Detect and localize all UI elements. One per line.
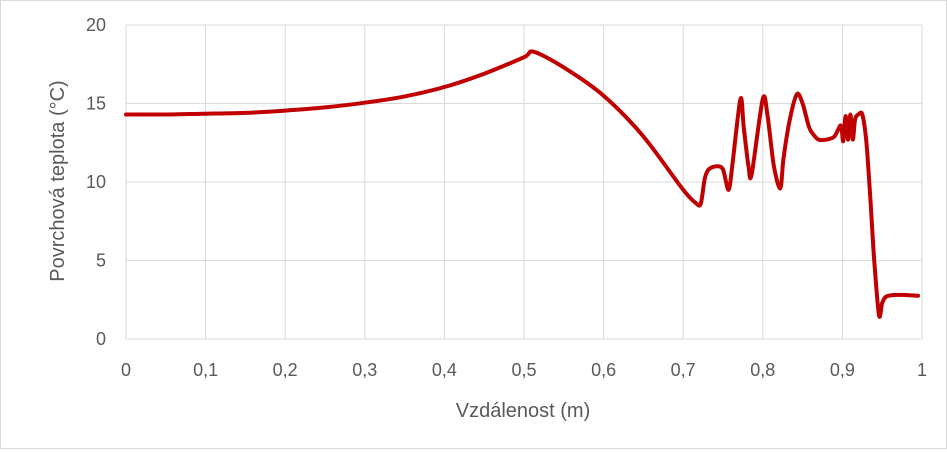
x-tick-label: 0,4: [432, 360, 457, 380]
x-tick-label: 1: [917, 360, 927, 380]
series-group: [124, 49, 920, 319]
x-axis-label: Vzdálenost (m): [456, 400, 591, 422]
y-tick-label: 10: [86, 172, 106, 192]
y-axis-label: Povrchová teplota (°C): [47, 80, 69, 281]
y-tick-label: 0: [96, 329, 106, 349]
x-tick-label: 0,7: [671, 360, 696, 380]
x-tick-label: 0: [121, 360, 131, 380]
x-tick-label: 0,5: [511, 360, 536, 380]
x-tick-label: 0,1: [193, 360, 218, 380]
gridlines: [125, 24, 923, 340]
x-tick-label: 0,9: [830, 360, 855, 380]
x-tick-label: 0,3: [352, 360, 377, 380]
x-tick-labels: 0 0,1 0,2 0,3 0,4 0,5 0,6 0,7 0,8 0,9 1: [121, 360, 927, 380]
series-line: [124, 49, 920, 319]
y-tick-label: 15: [86, 94, 106, 114]
y-tick-label: 5: [96, 251, 106, 271]
x-tick-label: 0,2: [273, 360, 298, 380]
x-tick-label: 0,8: [750, 360, 775, 380]
y-tick-label: 20: [86, 15, 106, 35]
x-tick-label: 0,6: [591, 360, 616, 380]
y-tick-labels: 0 5 10 15 20: [86, 15, 106, 349]
